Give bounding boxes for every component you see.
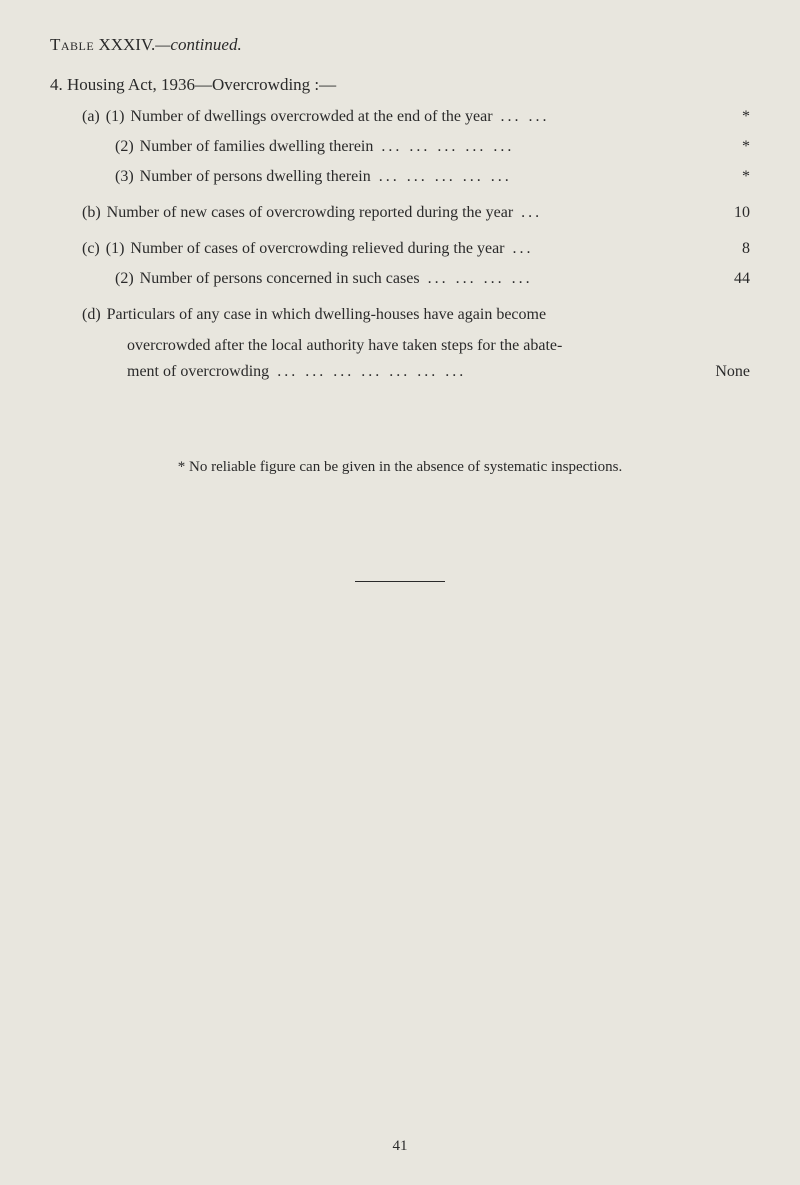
item-a3-text: Number of persons dwelling therein ... .… xyxy=(140,165,695,189)
item-b: (b) Number of new cases of overcrowding … xyxy=(82,201,750,225)
item-c1: (c) (1) Number of cases of overcrowding … xyxy=(82,237,750,261)
table-label: Table xyxy=(50,35,94,54)
section-heading: 4. Housing Act, 1936—Overcrowding :— xyxy=(50,75,750,95)
item-d-line1: Particulars of any case in which dwellin… xyxy=(107,303,750,327)
item-a2-text: Number of families dwelling therein ... … xyxy=(140,135,695,159)
divider xyxy=(355,581,445,582)
item-a1-label: (1) xyxy=(106,105,125,129)
item-b-text: Number of new cases of overcrowding repo… xyxy=(107,201,695,225)
item-c1-label: (1) xyxy=(106,237,125,261)
item-a2: (2) Number of families dwelling therein … xyxy=(115,135,750,159)
item-a1: (a) (1) Number of dwellings overcrowded … xyxy=(82,105,750,129)
item-a2-label: (2) xyxy=(115,135,134,159)
item-d-label: (d) xyxy=(82,303,101,327)
item-a1-value: * xyxy=(695,105,750,129)
item-a1-text: Number of dwellings overcrowded at the e… xyxy=(130,105,695,129)
item-c2-value: 44 xyxy=(695,267,750,291)
item-b-label: (b) xyxy=(82,201,101,225)
item-c2-label: (2) xyxy=(115,267,134,291)
item-a3-value: * xyxy=(695,165,750,189)
item-a3-label: (3) xyxy=(115,165,134,189)
item-d: (d) Particulars of any case in which dwe… xyxy=(82,303,750,384)
item-c-label: (c) xyxy=(82,237,100,261)
section-title: Housing Act, 1936—Overcrowding :— xyxy=(67,75,336,94)
item-c1-value: 8 xyxy=(695,237,750,261)
table-header: Table XXXIV.—continued. xyxy=(50,35,750,55)
section-number: 4. xyxy=(50,75,63,94)
page-number: 41 xyxy=(393,1138,408,1155)
item-d-line2: overcrowded after the local authority ha… xyxy=(82,333,750,359)
item-c1-text: Number of cases of overcrowding relieved… xyxy=(130,237,695,261)
item-b-value: 10 xyxy=(695,201,750,225)
item-d-value: None xyxy=(695,359,750,385)
item-a3: (3) Number of persons dwelling therein .… xyxy=(115,165,750,189)
item-d-line3: ment of overcrowding ... ... ... ... ...… xyxy=(127,359,695,385)
item-a-label: (a) xyxy=(82,105,100,129)
footnote: * No reliable figure can be given in the… xyxy=(50,459,750,476)
item-c2: (2) Number of persons concerned in such … xyxy=(115,267,750,291)
table-number: XXXIV. xyxy=(98,35,155,54)
item-a2-value: * xyxy=(695,135,750,159)
continued-label: —continued. xyxy=(155,35,241,54)
item-c2-text: Number of persons concerned in such case… xyxy=(140,267,695,291)
